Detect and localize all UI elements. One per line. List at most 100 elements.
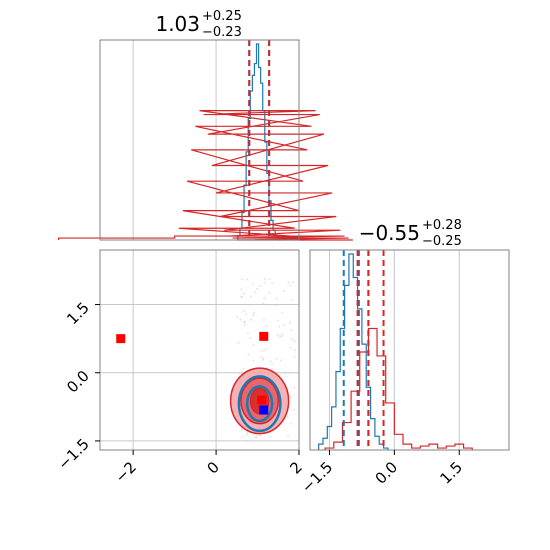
- panel2-scatter-point-131: [271, 282, 274, 284]
- panel-1-title: 1.03 +0.25 −0.23: [155, 9, 241, 40]
- panel2-scatter-point-84: [263, 281, 266, 284]
- panel2-scatter-point-5: [253, 312, 255, 314]
- panel2-scatter-point-0: [265, 348, 268, 351]
- marginal-histogram-param1: [57, 39, 353, 241]
- panel2-scatter-point-31: [262, 358, 265, 361]
- panel2-scatter-point-70: [263, 319, 265, 321]
- panel2-xtick-label-1: 0: [203, 458, 222, 477]
- panel2-scatter-point-47: [241, 277, 244, 280]
- panel3-series-1: [324, 327, 473, 450]
- panel2-blue-contour-0: [237, 375, 282, 433]
- panel2-marker-0: [116, 334, 126, 344]
- panel2-scatter-point-89: [274, 304, 276, 307]
- panel1-series-1: [57, 110, 353, 241]
- panel2-scatter-point-135: [283, 324, 286, 326]
- panel2-scatter-point-55: [249, 304, 252, 306]
- panel2-xtick-label-0: −2: [112, 458, 140, 486]
- panel2-scatter-point-46: [271, 367, 273, 370]
- panel3-xtick-label-2: 1.5: [436, 458, 466, 488]
- panel2-scatter-point-113: [260, 356, 262, 359]
- panel2-scatter-point-57: [240, 436, 243, 439]
- panel2-scatter-point-16: [246, 278, 248, 281]
- panel2-marker-3: [259, 405, 269, 415]
- panel2-scatter-point-74: [240, 295, 243, 298]
- panel2-scatter-point-39: [280, 335, 283, 338]
- panel-3-title: −0.55 +0.28 −0.25: [359, 218, 462, 249]
- panel3-xtick-label-1: 0.0: [372, 458, 402, 488]
- panel2-scatter-point-125: [249, 337, 252, 340]
- joint-scatter-panel: −2 0 2 −1.5 0.0 1.5: [54, 249, 306, 486]
- panel2-scatter-point-49: [271, 363, 274, 366]
- panel2-scatter-point-85: [289, 371, 291, 374]
- panel-1-title-value: 1.03: [155, 12, 200, 36]
- panel2-scatter-point-19: [245, 313, 247, 316]
- panel2-scatter-point-40: [269, 436, 272, 438]
- panel2-scatter-point-127: [258, 285, 261, 288]
- panel2-scatter-point-91: [294, 349, 297, 352]
- panel2-scatter-point-124: [279, 359, 282, 362]
- panel2-scatter-point-134: [291, 338, 294, 341]
- panel2-scatter-point-65: [245, 439, 248, 442]
- panel2-scatter-point-82: [275, 358, 278, 361]
- panel2-scatter-point-137: [243, 324, 246, 326]
- panel2-scatter-point-9: [269, 360, 272, 363]
- panel2-scatter-point-116: [263, 349, 266, 352]
- panel-3-title-plus: +0.28: [422, 218, 462, 233]
- panel2-ytick-label-1: 0.0: [63, 367, 93, 397]
- panel2-scatter-point-29: [276, 334, 279, 336]
- panel2-scatter-point-87: [283, 290, 286, 293]
- panel2-scatter-point-44: [251, 283, 254, 286]
- panel2-ytick-label-2: 1.5: [63, 299, 93, 329]
- panel2-scatter-point-115: [239, 318, 242, 321]
- panel2-scatter-point-138: [293, 340, 296, 343]
- panel3-xtick-label-0: −1.5: [298, 458, 336, 496]
- panel2-scatter-point-30: [293, 386, 296, 389]
- panel2-scatter-point-12: [243, 367, 245, 370]
- panel2-scatter-point-56: [246, 433, 248, 436]
- panel2-scatter-point-110: [289, 346, 292, 349]
- panel2-scatter-point-95: [288, 321, 291, 324]
- panel2-scatter-point-28: [238, 372, 241, 375]
- panel2-scatter-point-86: [265, 325, 268, 327]
- panel-1-title-plus: +0.25: [202, 9, 242, 24]
- panel-3-title-value: −0.55: [359, 221, 420, 245]
- panel2-scatter-point-38: [291, 299, 294, 302]
- panel1-frame: [99, 39, 300, 241]
- panel2-marker-2: [257, 395, 267, 405]
- panel2-scatter-point-88: [268, 278, 271, 280]
- panel2-scatter-point-104: [246, 332, 249, 335]
- panel2-scatter-point-50: [243, 310, 246, 313]
- panel2-xtick-label-2: 2: [286, 458, 305, 477]
- panel2-scatter-point-128: [284, 372, 286, 375]
- panel2-scatter-point-114: [255, 435, 258, 438]
- panel2-scatter-point-75: [240, 428, 243, 431]
- panel2-scatter-point-119: [259, 434, 262, 437]
- panel2-scatter-point-71: [256, 287, 259, 290]
- panel2-scatter-point-22: [250, 295, 253, 298]
- panel2-scatter-point-102: [293, 355, 296, 358]
- panel2-scatter-point-2: [262, 357, 265, 359]
- panel3-series-0: [318, 253, 389, 450]
- panel2-scatter-point-81: [243, 292, 245, 295]
- panel2-scatter-point-79: [268, 291, 271, 294]
- panel2-marker-1: [259, 331, 269, 341]
- marginal-histogram-param2: −1.5 0.0 1.5: [298, 249, 510, 497]
- panel2-scatter-point-32: [262, 302, 265, 305]
- panel2-scatter-point-11: [292, 281, 295, 284]
- panel2-scatter-point-14: [261, 349, 263, 352]
- panel2-scatter-point-126: [289, 284, 292, 287]
- panel2-scatter-point-83: [290, 329, 293, 331]
- panel2-scatter-point-105: [249, 318, 252, 321]
- panel2-scatter-point-61: [252, 360, 255, 362]
- panel2-scatter-point-37: [287, 281, 290, 284]
- panel2-scatter-point-77: [237, 341, 240, 344]
- panel2-scatter-point-25: [281, 333, 284, 335]
- panel2-scatter-point-53: [278, 325, 281, 328]
- panel2-scatter-point-59: [286, 416, 289, 418]
- panel2-scatter-point-136: [252, 344, 255, 347]
- panel2-scatter-point-117: [290, 422, 292, 425]
- panel2-scatter-point-100: [247, 353, 250, 356]
- panel2-frame: [99, 249, 300, 451]
- panel2-scatter-point-72: [279, 335, 281, 338]
- panel2-scatter-point-10: [246, 431, 249, 434]
